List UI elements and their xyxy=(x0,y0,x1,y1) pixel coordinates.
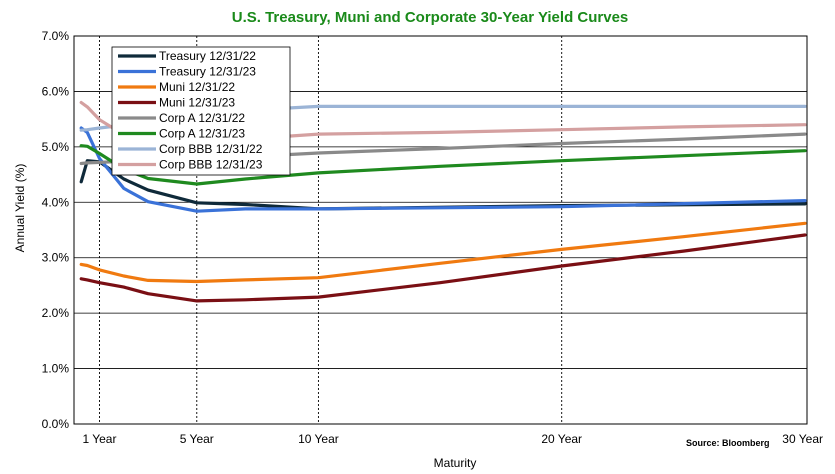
y-tick-label: 4.0% xyxy=(42,195,70,209)
tick-layer: 0.0% 1.0% 2.0% 3.0% 4.0% 5.0% 6.0% 7.0% 1 Year 5 … xyxy=(42,29,823,446)
x-tick-label: 1 Year xyxy=(82,432,116,446)
chart-title: U.S. Treasury, Muni and Corporate 30-Yea… xyxy=(232,9,629,26)
source-note: Source: Bloomberg xyxy=(686,438,770,448)
y-tick-label: 5.0% xyxy=(42,140,70,154)
series-line xyxy=(79,126,807,213)
legend-label: Treasury 12/31/22 xyxy=(159,49,256,63)
x-tick-label: 10 Year xyxy=(298,432,339,446)
series-line xyxy=(79,144,807,186)
y-axis-label: Annual Yield (%) xyxy=(13,164,27,253)
legend-label: Corp BBB 12/31/23 xyxy=(159,158,263,172)
y-tick-label: 7.0% xyxy=(42,29,70,43)
plot-frame xyxy=(73,35,808,425)
x-tick-label: 5 Year xyxy=(180,432,214,446)
x-axis-label: Maturity xyxy=(434,456,477,470)
y-tick-label: 1.0% xyxy=(42,362,70,376)
series-line xyxy=(79,221,807,284)
y-tick-label: 6.0% xyxy=(42,84,70,98)
y-tick-label: 3.0% xyxy=(42,251,70,265)
x-tick-label: 20 Year xyxy=(541,432,582,446)
legend-label: Treasury 12/31/23 xyxy=(159,65,256,79)
x-tick-label: 30 Year xyxy=(782,432,823,446)
y-tick-label: 2.0% xyxy=(42,306,70,320)
legend-label: Muni 12/31/23 xyxy=(159,96,235,110)
legend-box xyxy=(111,46,291,176)
legend-label: Corp BBB 12/31/22 xyxy=(159,142,263,156)
y-tick-label: 0.0% xyxy=(42,417,70,431)
legend-label: Muni 12/31/22 xyxy=(159,80,235,94)
legend-label: Corp A 12/31/23 xyxy=(159,127,245,141)
series-line xyxy=(79,233,807,303)
legend-label: Corp A 12/31/22 xyxy=(159,111,245,125)
